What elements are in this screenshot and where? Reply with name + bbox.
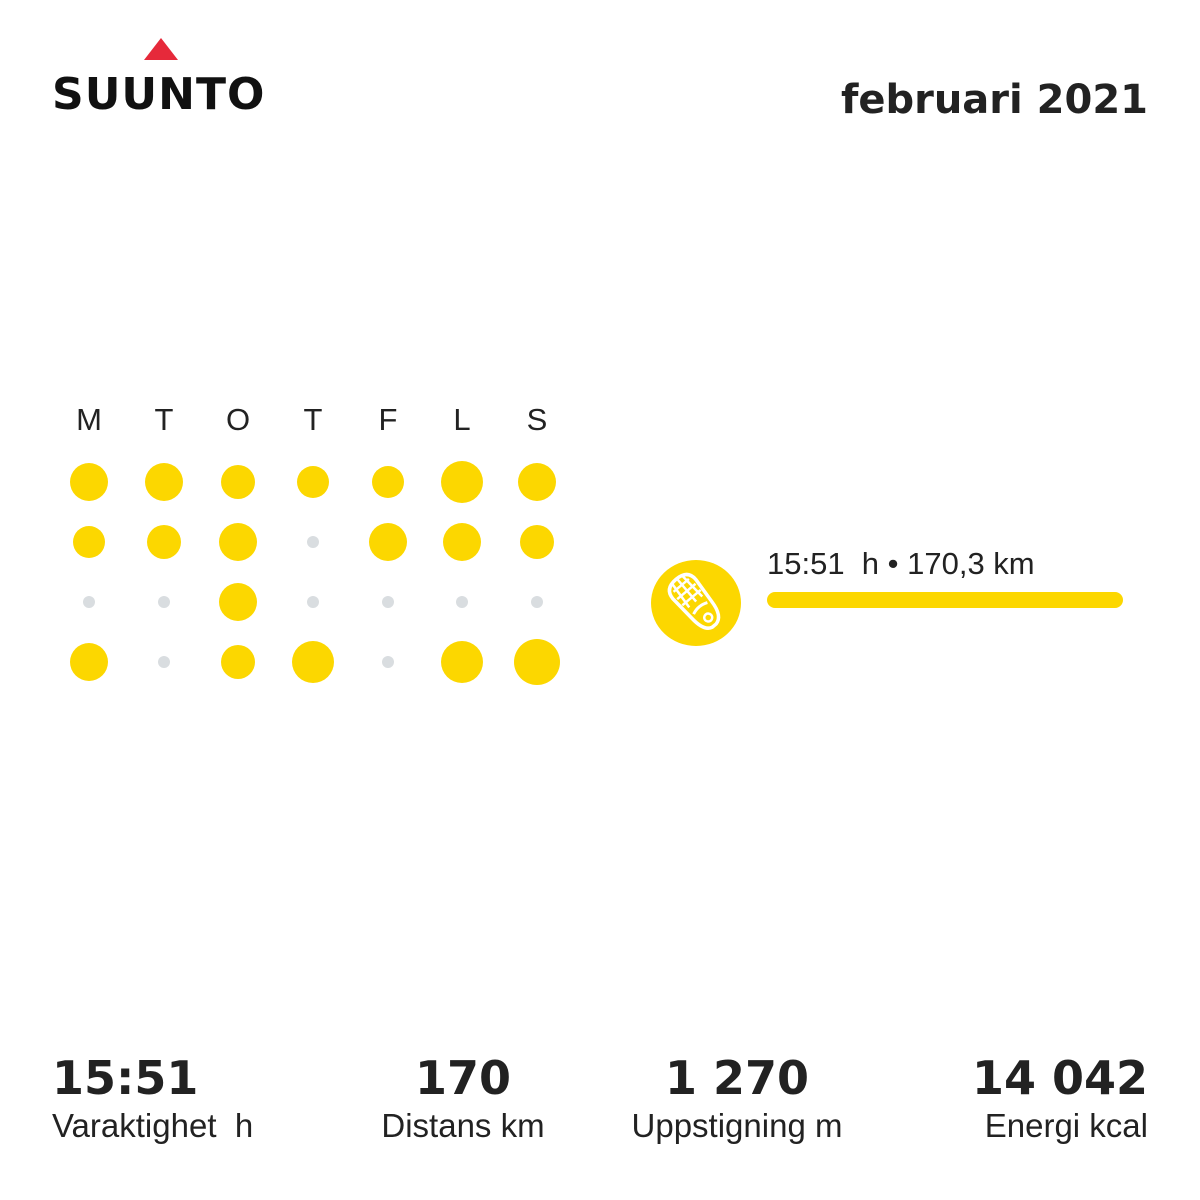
running-shoe-icon — [651, 560, 741, 646]
day-dot-week3-fri — [382, 596, 394, 608]
day-dot-week3-mon — [83, 596, 95, 608]
weekday-label-thu: T — [303, 402, 323, 437]
day-dot-week1-sat — [441, 461, 483, 503]
duration-label: Varaktighet h — [52, 1107, 254, 1144]
energy-label: Energi kcal — [984, 1107, 1148, 1144]
day-dot-week1-wed — [221, 465, 255, 499]
weekday-label-fri: F — [378, 402, 398, 437]
day-dot-week3-wed — [219, 583, 257, 621]
day-dot-week2-mon — [73, 526, 105, 558]
day-dot-week4-wed — [221, 645, 255, 679]
day-dot-week4-thu — [292, 641, 334, 683]
day-dot-week1-tue — [145, 463, 183, 501]
period-title: februari 2021 — [840, 77, 1148, 123]
stat-energy: 14 042 Energi kcal — [972, 1050, 1148, 1146]
day-dot-week2-sun — [520, 525, 554, 559]
stat-duration: 15:51 Varaktighet h — [52, 1050, 253, 1146]
weekday-label-wed: O — [225, 402, 251, 437]
day-dot-week2-thu — [307, 536, 319, 548]
stat-ascent: 1 270 Uppstigning m — [614, 1050, 860, 1146]
distance-label: Distans km — [381, 1107, 545, 1144]
weekday-label-mon: M — [76, 402, 102, 437]
day-dot-week3-sun — [531, 596, 543, 608]
ascent-label: Uppstigning m — [631, 1107, 843, 1144]
day-dot-week3-sat — [456, 596, 468, 608]
day-dot-week1-thu — [297, 466, 329, 498]
logo-triangle-icon — [144, 38, 178, 60]
day-dot-week3-tue — [158, 596, 170, 608]
day-dot-week2-fri — [369, 523, 407, 561]
day-dot-week4-mon — [70, 643, 108, 681]
activity-calendar: M T O T F L S — [50, 400, 575, 700]
day-dot-week4-sat — [441, 641, 483, 683]
day-dot-week4-sun — [514, 639, 560, 685]
activity-share-bar — [767, 592, 1123, 608]
stat-distance: 170 Distans km — [373, 1050, 553, 1146]
weekday-label-sat: L — [453, 402, 471, 437]
day-dot-week1-mon — [70, 463, 108, 501]
ascent-value: 1 270 — [664, 1051, 810, 1105]
energy-value: 14 042 — [971, 1051, 1148, 1105]
activity-row-running[interactable]: 15:51 h • 170,3 km — [651, 546, 1131, 646]
weekday-label-tue: T — [154, 402, 174, 437]
day-dot-week1-sun — [518, 463, 556, 501]
weekday-label-sun: S — [526, 402, 548, 437]
day-dot-week3-thu — [307, 596, 319, 608]
distance-value: 170 — [414, 1051, 512, 1105]
duration-value: 15:51 — [52, 1051, 199, 1105]
day-dot-week2-tue — [147, 525, 181, 559]
brand-name: SUUNTO — [52, 69, 266, 120]
suunto-logo: SUUNTO — [52, 38, 282, 120]
day-dot-week1-fri — [372, 466, 404, 498]
day-dot-week2-sat — [443, 523, 481, 561]
day-dot-week4-tue — [158, 656, 170, 668]
day-dot-week4-fri — [382, 656, 394, 668]
activity-summary: 15:51 h • 170,3 km — [767, 546, 1035, 581]
day-dot-week2-wed — [219, 523, 257, 561]
